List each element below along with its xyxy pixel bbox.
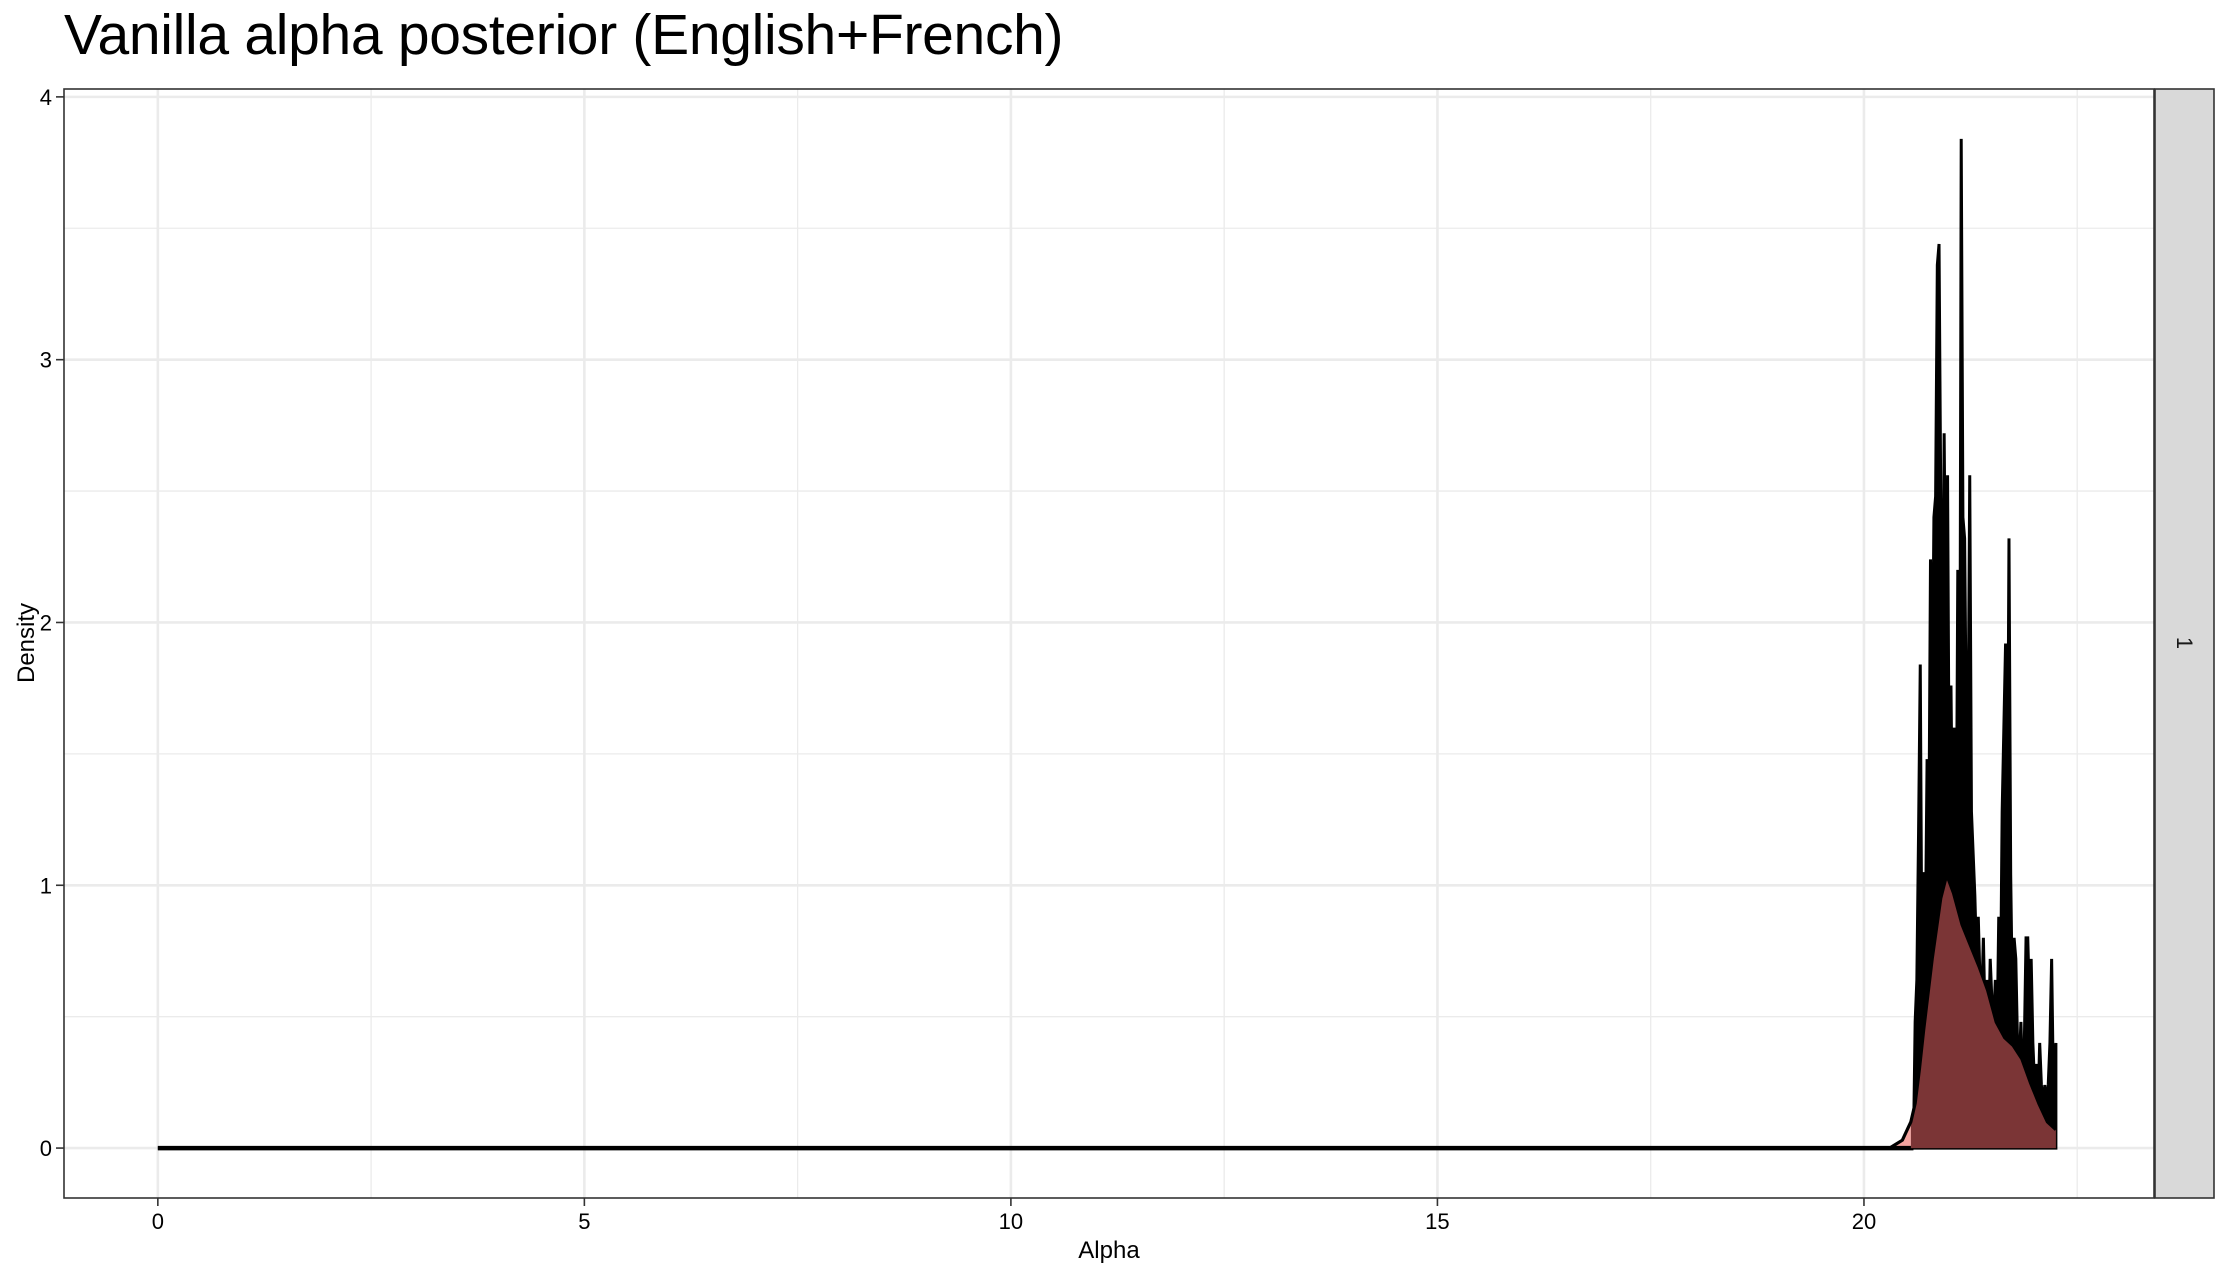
y-tick-label: 3 bbox=[40, 348, 52, 373]
y-tick-label: 4 bbox=[40, 85, 52, 110]
x-tick-label: 5 bbox=[578, 1209, 590, 1234]
y-axis: 0 1 2 3 4 bbox=[40, 85, 64, 1161]
x-tick-label: 0 bbox=[152, 1209, 164, 1234]
x-axis-title: Alpha bbox=[1078, 1237, 1140, 1264]
smooth-density-area bbox=[1910, 874, 2056, 1149]
x-tick-label: 20 bbox=[1852, 1209, 1876, 1234]
x-tick-label: 15 bbox=[1425, 1209, 1449, 1234]
y-axis-title: Density bbox=[13, 603, 40, 683]
facet-strip-background bbox=[2154, 88, 2215, 1199]
major-gridlines bbox=[64, 89, 2154, 1198]
y-tick-label: 0 bbox=[40, 1136, 52, 1161]
y-tick-label: 1 bbox=[40, 873, 52, 898]
x-axis: 0 5 10 15 20 bbox=[152, 1198, 1876, 1234]
y-tick-label: 2 bbox=[40, 610, 52, 635]
minor-gridlines bbox=[64, 89, 2154, 1198]
series-layer bbox=[157, 138, 2058, 1151]
facet-strip-label: 1 bbox=[2172, 637, 2197, 649]
chart-title: Vanilla alpha posterior (English+French) bbox=[64, 3, 1064, 67]
smooth-density-tail-area bbox=[1889, 1121, 1911, 1149]
plot-panel-border bbox=[63, 88, 2155, 1199]
x-tick-label: 10 bbox=[999, 1209, 1023, 1234]
smooth-density-line bbox=[157, 873, 2057, 1150]
facet-strip: 1 bbox=[2154, 88, 2215, 1199]
